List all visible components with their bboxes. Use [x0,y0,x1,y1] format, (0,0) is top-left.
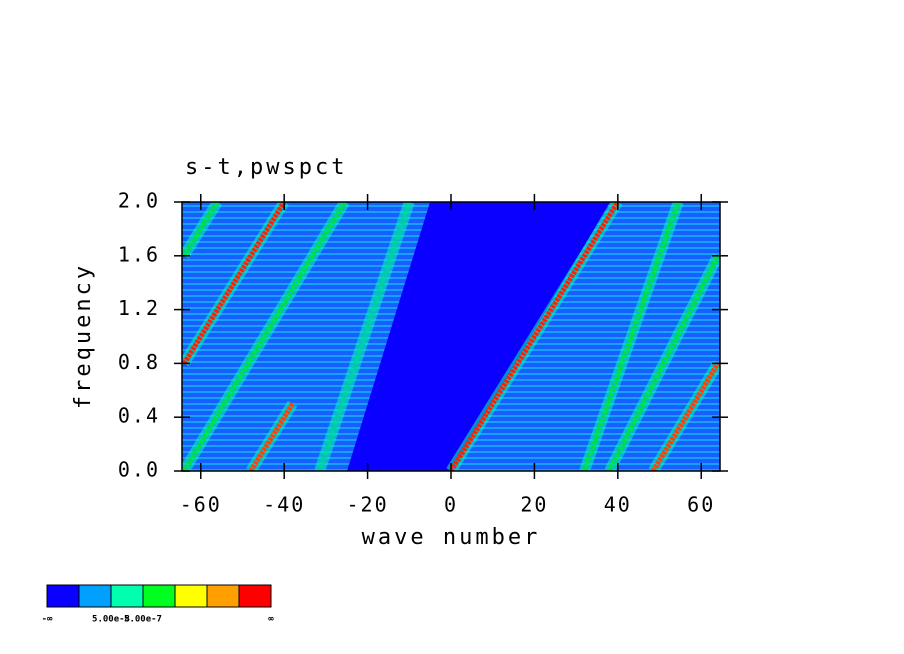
colorbar-swatch [110,584,144,608]
colorbar-swatch [46,584,80,608]
y-tick-label: 0.0 [118,458,160,482]
ridge [182,202,220,258]
y-tick-label: 1.6 [118,242,160,266]
ridge [448,202,620,471]
y-tick-label: 2.0 [118,189,160,213]
x-axis-label: wave number [362,525,541,550]
ridge [607,254,720,471]
colorbar-swatch [206,584,240,608]
x-tick-label: -40 [263,493,305,517]
ridge [182,202,287,365]
y-tick-label: 0.8 [118,350,160,374]
colorbar-label: 5.00e-8 [92,615,130,625]
y-axis-label: frequency [71,263,96,409]
x-tick-label: 60 [687,493,715,517]
colorbar-swatch [174,584,208,608]
ridge [248,402,295,471]
x-tick-label: -20 [347,493,389,517]
y-tick-label: 1.2 [118,296,160,320]
colorbar-label: -∞ [42,615,53,625]
colorbar-swatch [238,584,272,608]
chart-title: s-t,pwspct [185,155,347,180]
colorbar-swatch [142,584,176,608]
ridge [182,202,347,471]
low-band [347,202,610,471]
x-tick-label: 0 [444,493,458,517]
ridge [582,202,681,471]
y-tick-label: 0.4 [118,404,160,428]
colorbar-label: 5.00e-7 [124,615,162,625]
x-tick-label: 40 [604,493,632,517]
plot-area [182,202,720,471]
colorbar-label: ∞ [268,615,274,625]
colorbar-swatch [78,584,112,608]
ridge [651,362,720,471]
x-tick-label: 20 [520,493,548,517]
ridge [317,202,412,471]
x-tick-label: -60 [180,493,222,517]
